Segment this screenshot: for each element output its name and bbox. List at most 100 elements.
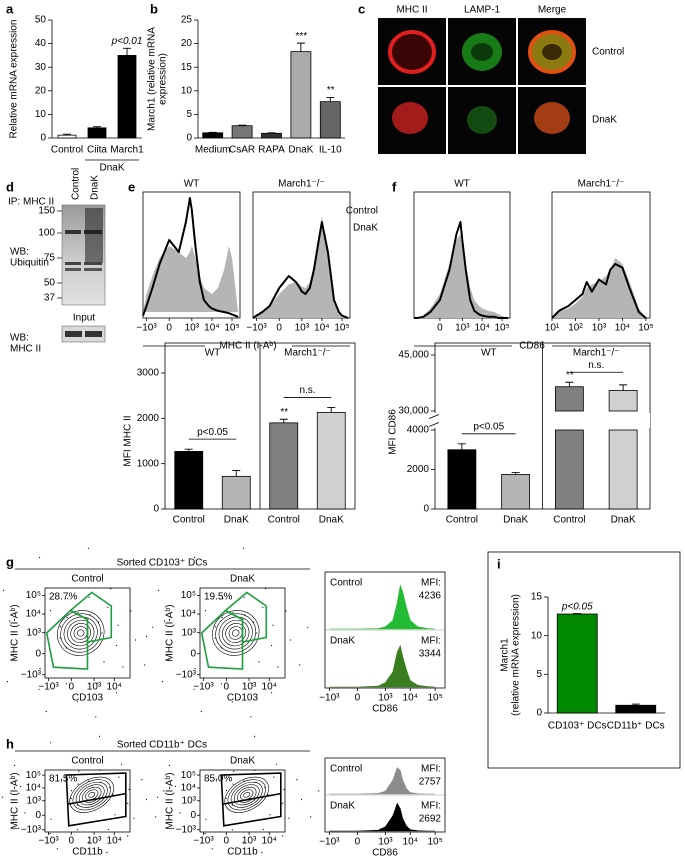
event-dot: [133, 817, 135, 819]
break-mark: [428, 422, 440, 427]
x-tick-label: Control: [51, 145, 83, 156]
y-tick-label: 15: [181, 62, 193, 73]
density-area: [414, 234, 509, 318]
event-dot: [38, 688, 40, 690]
event-dot: [109, 786, 111, 788]
x-tick-label: 0: [276, 323, 282, 334]
bar: [290, 51, 312, 139]
y-tick-label: 25: [181, 15, 193, 26]
event-dot: [76, 701, 78, 703]
band: [65, 268, 81, 271]
error-bar: [511, 472, 520, 475]
row-label: Control: [330, 578, 362, 589]
x-tick-label: 10⁴: [403, 693, 418, 704]
event-dot: [233, 770, 235, 772]
bar: [608, 390, 638, 412]
event-dot: [59, 637, 61, 639]
wb-label: WB:: [10, 333, 29, 344]
contour-line: [85, 789, 99, 801]
y-tick-label: −10³: [21, 669, 42, 680]
band: [84, 230, 102, 234]
event-dot: [99, 769, 101, 771]
y-axis-label: Relative mRNA expression: [9, 20, 20, 139]
ip-label: IP: MHC II: [8, 197, 54, 208]
x-tick-label: 10⁵: [638, 323, 653, 334]
x-axis-label: CD86: [372, 704, 398, 715]
error-bar: [184, 448, 193, 452]
x-tick-label: 10⁴: [403, 837, 418, 848]
event-dot: [231, 804, 233, 806]
x-tick-label: 10⁴: [474, 323, 489, 334]
annotation: n.s.: [588, 360, 604, 371]
event-dot: [99, 735, 101, 738]
row-label: DnaK: [330, 801, 355, 812]
contour-line: [243, 791, 251, 798]
y-tick-label: 10: [181, 85, 193, 96]
histogram: [329, 767, 436, 795]
event-dot: [17, 827, 20, 829]
y-tick-label: 0: [153, 504, 159, 515]
event-dot: [2, 589, 5, 592]
error-bar: [565, 381, 574, 387]
plot-title: March1⁻/⁻: [578, 179, 625, 190]
event-dot: [300, 799, 303, 801]
density-area: [552, 258, 646, 318]
event-dot: [117, 624, 119, 626]
y-tick-label: 10⁵: [181, 590, 196, 601]
band: [65, 262, 81, 265]
microscopy: MHC II LAMP-1 Merge Control DnaK: [378, 5, 624, 154]
event-dot: [215, 778, 218, 781]
x-axis-label: CD11b: [227, 847, 258, 858]
event-dot: [152, 626, 154, 628]
bar: [117, 55, 137, 139]
event-dot: [307, 626, 309, 628]
annotation: p<0.05: [197, 427, 228, 438]
column-label: LAMP-1: [464, 5, 501, 16]
y-tick-label: 0: [190, 648, 196, 659]
contour-line: [72, 779, 111, 811]
y-tick-label: 10: [35, 109, 47, 120]
x-tick-label: Ciita: [87, 145, 107, 156]
event-dot: [232, 612, 234, 614]
marker-label: 75: [44, 253, 56, 264]
x-tick-label: 10¹: [545, 323, 560, 334]
mfi-label: MFI:: [421, 636, 441, 647]
x-tick-label: 10⁴: [204, 323, 219, 334]
event-dot: [1, 796, 4, 798]
x-tick-label: −10³: [319, 837, 340, 848]
event-dot: [45, 710, 47, 713]
panel-label: e: [128, 179, 135, 194]
x-tick-label: 10³: [295, 323, 310, 334]
y-tick-label: 0: [423, 504, 429, 515]
event-dot: [318, 790, 320, 792]
y-tick-label: 10³: [27, 627, 42, 638]
wb-label: MHC II: [10, 344, 41, 355]
error-bar: [326, 96, 335, 102]
mfi-label: MFI:: [421, 801, 441, 812]
event-dot: [205, 742, 207, 744]
bar: [556, 613, 598, 714]
y-tick-label: 10⁵: [26, 770, 41, 781]
gate-label: 81.5%: [49, 774, 77, 785]
y-tick-label: 4000: [407, 425, 430, 436]
event-dot: [250, 716, 252, 718]
gate-label: 85.0%: [204, 774, 232, 785]
smear: [85, 208, 103, 263]
annotation: n.s.: [299, 385, 315, 396]
mfi-label: MFI:: [421, 764, 441, 775]
band: [65, 230, 81, 234]
y-tick-label: 2000: [407, 464, 430, 475]
bar: [269, 422, 299, 510]
annotation: p<0.01: [111, 36, 143, 47]
event-dot: [78, 770, 80, 772]
event-dot: [24, 812, 26, 814]
event-dot: [76, 829, 78, 831]
event-dot: [193, 688, 195, 690]
y-axis-label: (relative mRNA expression): [511, 594, 522, 716]
density-line: [252, 221, 349, 319]
group-label: WT: [205, 348, 221, 359]
event-dot: [262, 828, 264, 831]
event-dot: [163, 790, 165, 792]
event-dot: [194, 556, 196, 559]
gate: [67, 792, 126, 805]
